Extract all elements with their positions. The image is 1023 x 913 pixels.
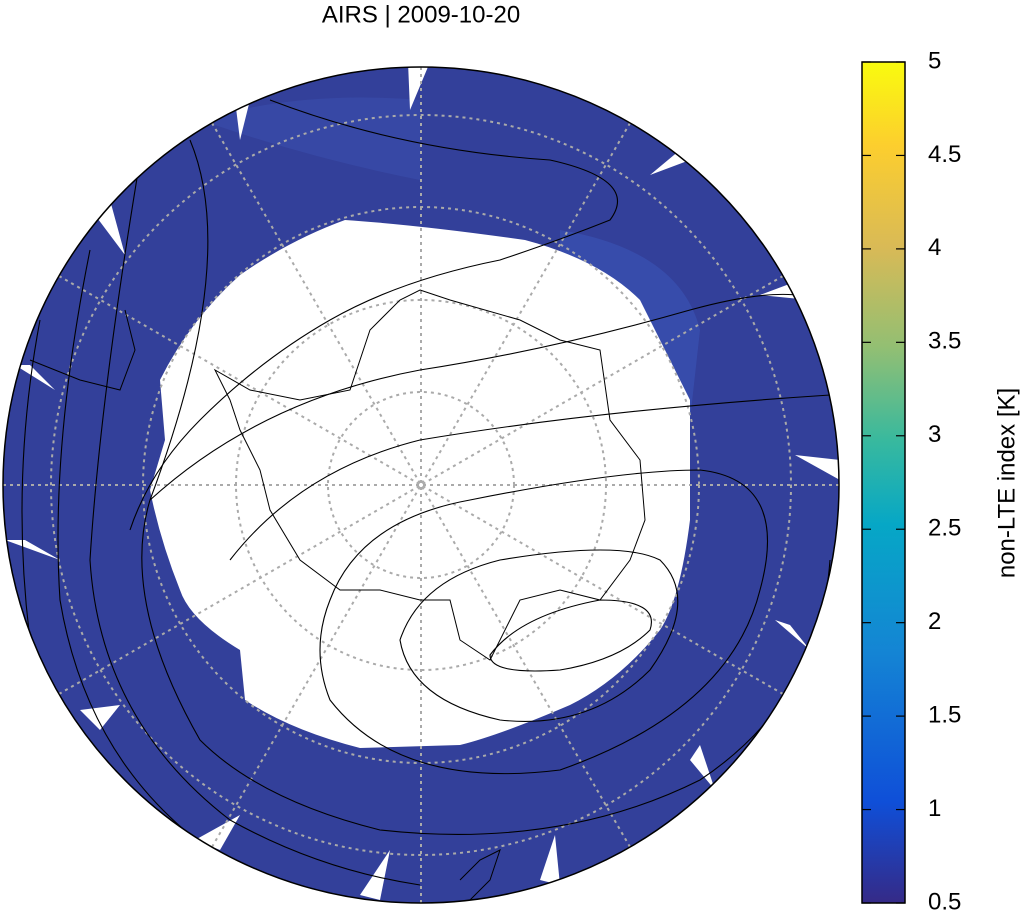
- colorbar-label: non-LTE index [K]: [993, 388, 1020, 578]
- colorbar-tick-label: 1.5: [928, 701, 961, 728]
- swath-gaps: [5, 67, 839, 900]
- colorbar-tick-label: 3: [928, 421, 941, 448]
- colorbar-scale: [861, 61, 906, 904]
- colorbar-tick-label: 1: [928, 795, 941, 822]
- coastline: [459, 849, 501, 901]
- colorbar-tick-label: 2.5: [928, 515, 961, 542]
- coastline: [213, 289, 646, 661]
- colorbar-tick-label: 3.5: [928, 328, 961, 355]
- contours: [21, 99, 831, 886]
- map-title: AIRS | 2009-10-20: [322, 1, 520, 28]
- colorbar-tick-label: 4.5: [928, 141, 961, 168]
- colorbar: 0.5 1 1.5 2 2.5 3 3.5 4 4.5 5: [861, 47, 961, 913]
- no-data-region: [150, 220, 690, 748]
- colorbar-tick-label: 4: [928, 234, 941, 261]
- colorbar-tick-label: 2: [928, 608, 941, 635]
- map-area: [3, 67, 839, 903]
- map-border: [2, 66, 840, 904]
- coastline: [29, 309, 136, 391]
- colorbar-tick-label: 5: [928, 47, 941, 74]
- graticule: [3, 67, 839, 903]
- field-patch: [200, 97, 420, 180]
- colorbar-tick-label: 0.5: [928, 888, 961, 913]
